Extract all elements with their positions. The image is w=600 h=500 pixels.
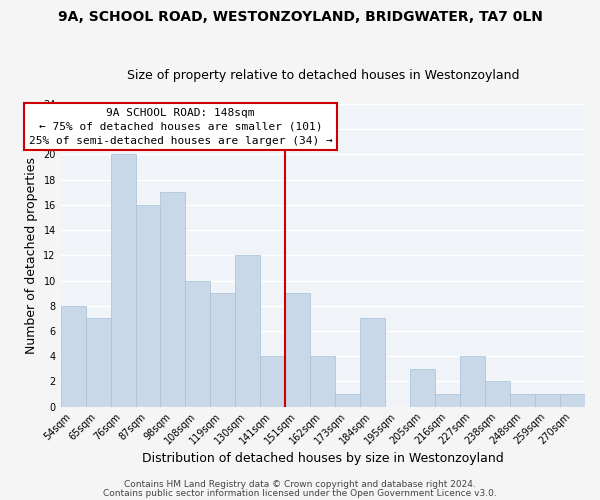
Bar	[410, 369, 435, 406]
Bar	[86, 318, 110, 406]
Bar	[460, 356, 485, 406]
Title: Size of property relative to detached houses in Westonzoyland: Size of property relative to detached ho…	[127, 69, 519, 82]
X-axis label: Distribution of detached houses by size in Westonzoyland: Distribution of detached houses by size …	[142, 452, 503, 465]
Bar	[185, 280, 211, 406]
Bar	[211, 293, 235, 406]
Bar	[485, 382, 510, 406]
Bar	[160, 192, 185, 406]
Bar	[61, 306, 86, 406]
Bar	[310, 356, 335, 406]
Text: 9A SCHOOL ROAD: 148sqm
← 75% of detached houses are smaller (101)
25% of semi-de: 9A SCHOOL ROAD: 148sqm ← 75% of detached…	[29, 108, 332, 146]
Bar	[110, 154, 136, 406]
Bar	[260, 356, 286, 406]
Bar	[435, 394, 460, 406]
Text: Contains public sector information licensed under the Open Government Licence v3: Contains public sector information licen…	[103, 489, 497, 498]
Bar	[335, 394, 360, 406]
Bar	[560, 394, 585, 406]
Bar	[286, 293, 310, 406]
Bar	[235, 256, 260, 406]
Bar	[136, 205, 160, 406]
Bar	[510, 394, 535, 406]
Bar	[360, 318, 385, 406]
Bar	[535, 394, 560, 406]
Y-axis label: Number of detached properties: Number of detached properties	[25, 157, 38, 354]
Text: Contains HM Land Registry data © Crown copyright and database right 2024.: Contains HM Land Registry data © Crown c…	[124, 480, 476, 489]
Text: 9A, SCHOOL ROAD, WESTONZOYLAND, BRIDGWATER, TA7 0LN: 9A, SCHOOL ROAD, WESTONZOYLAND, BRIDGWAT…	[58, 10, 542, 24]
